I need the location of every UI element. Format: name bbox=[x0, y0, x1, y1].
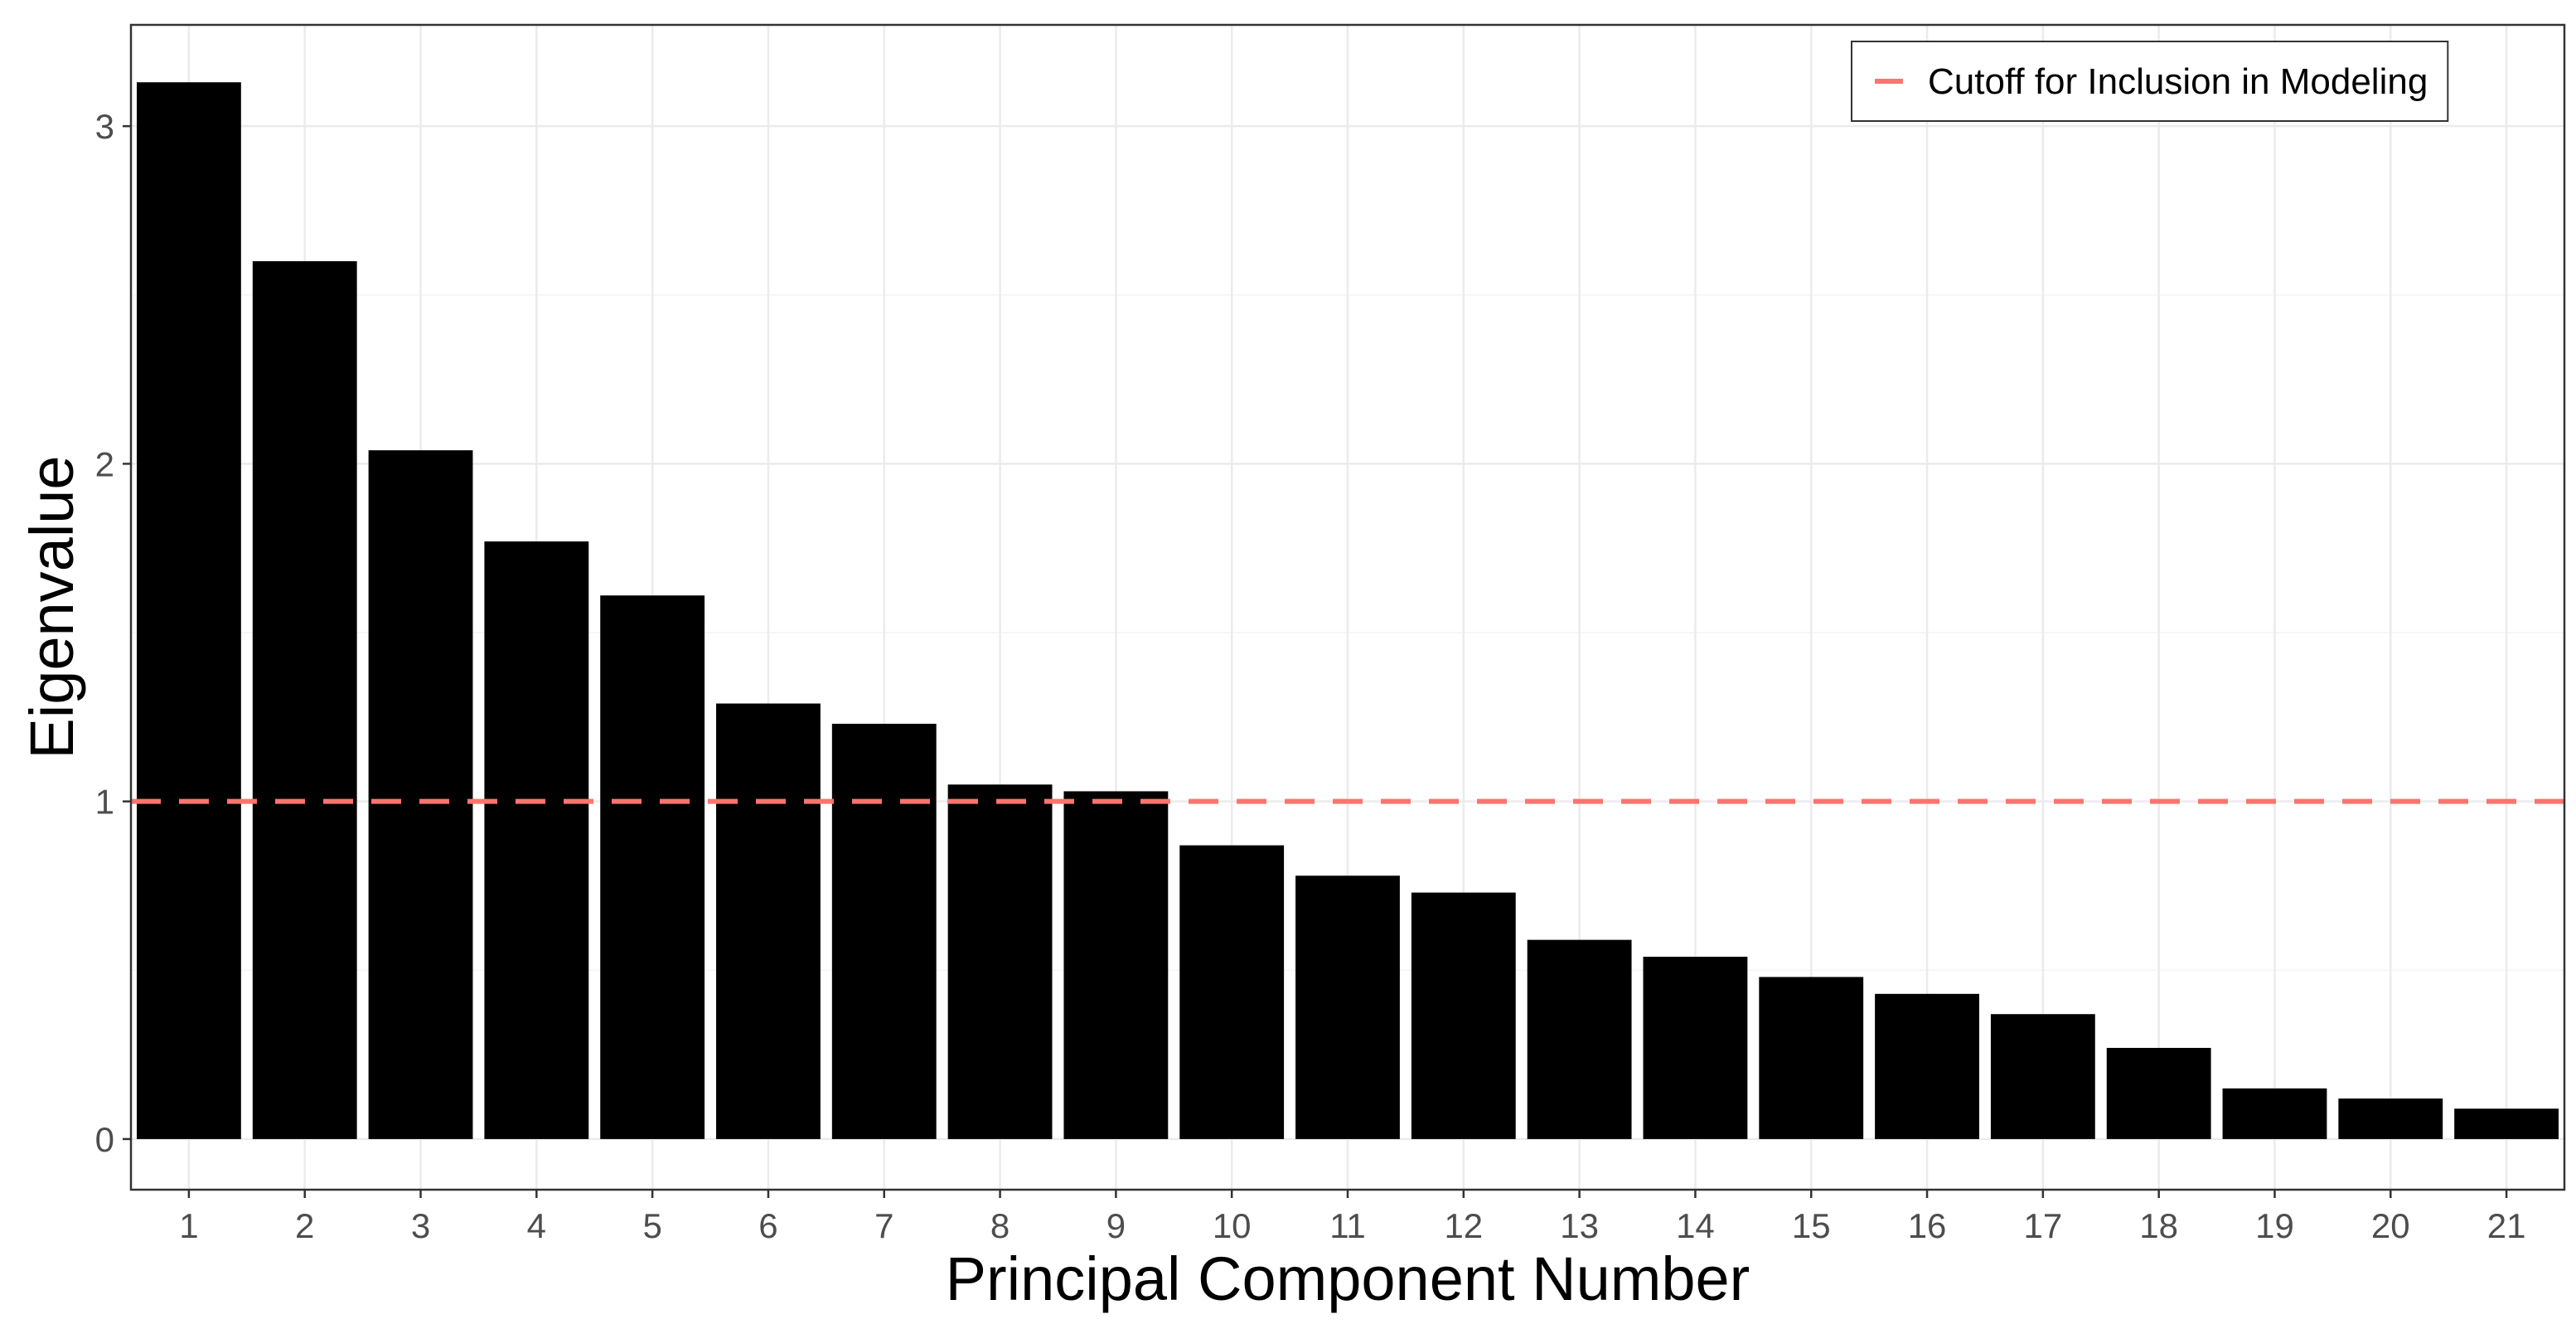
bar bbox=[1875, 993, 1979, 1139]
bar bbox=[1063, 791, 1169, 1139]
bar bbox=[831, 724, 937, 1139]
bar bbox=[252, 261, 357, 1139]
bars bbox=[136, 82, 2559, 1139]
y-tick-label: 1 bbox=[95, 783, 114, 822]
bar bbox=[1643, 957, 1748, 1139]
y-tick-label: 2 bbox=[95, 444, 114, 483]
x-tick-label: 6 bbox=[758, 1206, 777, 1245]
x-tick-label: 18 bbox=[2139, 1206, 2178, 1245]
y-axis-title: Eigenvalue bbox=[17, 455, 86, 759]
bar bbox=[368, 450, 473, 1139]
x-tick-label: 12 bbox=[1444, 1206, 1483, 1245]
bar bbox=[1411, 892, 1516, 1139]
bar bbox=[2106, 1047, 2211, 1139]
y-tick-label: 0 bbox=[95, 1120, 114, 1159]
y-tick-label: 3 bbox=[95, 107, 114, 146]
x-tick-label: 8 bbox=[990, 1206, 1010, 1245]
x-tick-label: 14 bbox=[1676, 1206, 1715, 1245]
x-tick-label: 4 bbox=[527, 1206, 546, 1245]
bar bbox=[1990, 1014, 2095, 1139]
x-axis-title: Principal Component Number bbox=[946, 1244, 1750, 1313]
bar bbox=[484, 541, 589, 1139]
y-axis-ticks: 0 1 2 3 bbox=[95, 107, 131, 1159]
x-tick-label: 5 bbox=[642, 1206, 661, 1245]
bar bbox=[947, 784, 1053, 1139]
x-tick-label: 13 bbox=[1560, 1206, 1599, 1245]
bar bbox=[2222, 1088, 2327, 1139]
x-tick-label: 9 bbox=[1106, 1206, 1126, 1245]
x-tick-label: 19 bbox=[2255, 1206, 2294, 1245]
bar bbox=[1759, 977, 1864, 1139]
x-tick-label: 7 bbox=[874, 1206, 893, 1245]
x-tick-label: 1 bbox=[179, 1206, 198, 1245]
x-axis-ticks: 1 2 3 4 5 6 7 8 9 10 11 12 13 14 15 16 17 18 19 20 21 bbox=[179, 1190, 2525, 1245]
legend-label: Cutoff for Inclusion in Modeling bbox=[1928, 61, 2428, 102]
x-tick-label: 20 bbox=[2371, 1206, 2410, 1245]
bar bbox=[1295, 875, 1400, 1139]
x-tick-label: 17 bbox=[2023, 1206, 2062, 1245]
x-tick-label: 11 bbox=[1329, 1206, 1366, 1245]
bar bbox=[136, 82, 241, 1139]
x-tick-label: 21 bbox=[2487, 1206, 2526, 1245]
bar bbox=[2454, 1108, 2559, 1139]
bar bbox=[716, 703, 821, 1139]
legend-box bbox=[1851, 41, 2449, 122]
x-tick-label: 3 bbox=[411, 1206, 430, 1245]
bar bbox=[600, 595, 705, 1139]
bar bbox=[1527, 939, 1632, 1139]
bar bbox=[1179, 845, 1285, 1139]
legend: Cutoff for Inclusion in Modeling bbox=[1851, 41, 2449, 122]
x-tick-label: 15 bbox=[1792, 1206, 1831, 1245]
bar bbox=[2338, 1098, 2443, 1139]
x-tick-label: 16 bbox=[1908, 1206, 1947, 1245]
x-tick-label: 2 bbox=[295, 1206, 314, 1245]
x-tick-label: 10 bbox=[1213, 1206, 1252, 1245]
